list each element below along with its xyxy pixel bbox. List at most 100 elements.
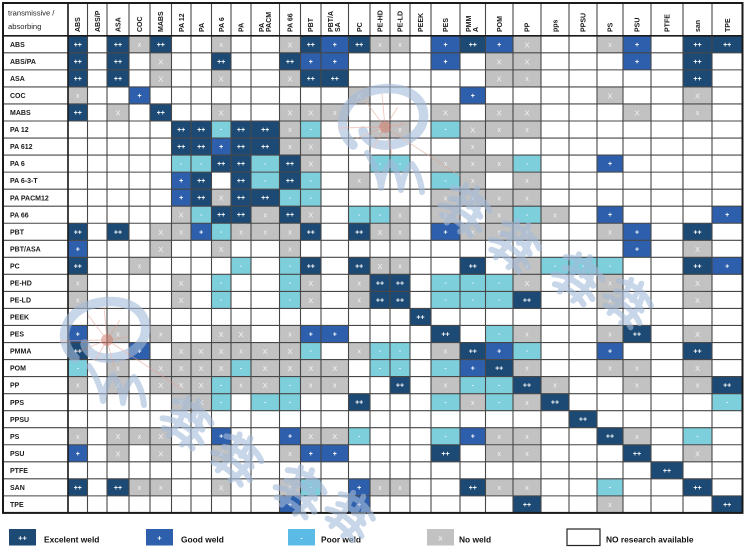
svg-text:X: X [377,228,382,237]
svg-text:-: - [609,485,612,492]
svg-text:X: X [308,143,313,152]
svg-text:-: - [526,212,529,219]
svg-text:PA 66: PA 66 [288,13,295,32]
svg-text:x: x [525,434,529,441]
svg-text:X: X [524,57,529,66]
svg-text:-: - [498,297,501,304]
svg-text:++: ++ [74,263,82,270]
svg-text:X: X [443,109,448,118]
svg-text:PA 6: PA 6 [219,17,226,32]
svg-text:x: x [608,332,612,339]
svg-text:+: + [309,451,313,458]
svg-text:++: ++ [237,144,245,151]
svg-text:x: x [288,332,292,339]
svg-text:-: - [220,280,223,287]
svg-text:A: A [473,27,480,32]
svg-text:X: X [287,347,292,356]
svg-text:-: - [379,365,382,372]
svg-text:X: X [199,347,204,356]
svg-text:pps: pps [553,19,560,32]
svg-text:+: + [635,59,639,66]
svg-text:+: + [333,42,337,49]
svg-text:x: x [398,212,402,219]
svg-text:-: - [399,365,402,372]
svg-text:PA 66: PA 66 [10,212,29,219]
svg-text:x: x [288,451,292,458]
svg-text:x: x [357,298,361,305]
svg-text:PPSU: PPSU [10,417,29,424]
svg-text:TPE: TPE [10,502,24,509]
svg-text:X: X [263,347,268,356]
svg-text:-: - [526,161,529,168]
svg-text:+: + [333,332,337,339]
svg-text:x: x [608,281,612,288]
svg-text:++: ++ [197,127,205,134]
svg-text:x: x [497,434,501,441]
svg-text:+: + [497,349,501,356]
svg-text:-: - [264,178,267,185]
svg-text:X: X [524,279,529,288]
svg-text:x: x [471,178,475,185]
svg-text:++: ++ [177,127,185,134]
svg-text:X: X [115,109,120,118]
svg-text:++: ++ [693,76,701,83]
svg-text:++: ++ [74,110,82,117]
svg-text:+: + [76,451,80,458]
svg-text:x: x [398,263,402,270]
svg-text:PTFE: PTFE [665,14,672,32]
svg-text:x: x [471,229,475,236]
svg-text:X: X [158,432,163,441]
svg-text:++: ++ [74,59,82,66]
svg-text:X: X [308,432,313,441]
svg-text:-: - [180,161,183,168]
svg-text:ASA: ASA [10,76,25,83]
svg-text:++: ++ [663,468,671,475]
svg-text:+: + [635,42,639,49]
svg-text:++: ++ [197,178,205,185]
svg-text:-: - [289,195,292,202]
svg-text:+: + [443,59,447,66]
svg-text:-: - [310,195,313,202]
svg-text:ASA: ASA [116,17,123,32]
svg-text:PES: PES [10,332,24,339]
svg-text:+: + [357,485,361,492]
svg-text:x: x [398,229,402,236]
svg-text:++: ++ [286,212,294,219]
svg-text:SA: SA [335,22,342,32]
svg-text:x: x [179,229,183,236]
svg-text:+: + [76,332,80,339]
svg-text:X: X [115,432,120,441]
svg-text:x: x [239,349,243,356]
svg-text:++: ++ [355,263,363,270]
svg-text:PBT/ASA: PBT/ASA [10,246,41,253]
svg-text:-: - [220,127,223,134]
svg-text:X: X [179,347,184,356]
svg-text:x: x [525,178,529,185]
svg-text:X: X [158,381,163,390]
svg-text:Excelent weld: Excelent weld [44,535,99,545]
svg-text:++: ++ [114,76,122,83]
svg-text:PPSU: PPSU [581,13,588,32]
svg-text:-: - [289,382,292,389]
svg-text:++: ++ [286,178,294,185]
svg-text:++: ++ [396,297,404,304]
svg-text:NO research available: NO research available [606,535,694,545]
svg-text:PEEK: PEEK [418,13,425,32]
svg-text:PS: PS [10,434,20,441]
svg-text:++: ++ [74,76,82,83]
svg-text:x: x [116,332,120,339]
svg-text:x: x [159,332,163,339]
svg-text:++: ++ [157,110,165,117]
svg-text:x: x [76,383,80,390]
svg-text:PC: PC [357,22,364,32]
svg-text:++: ++ [237,212,245,219]
svg-text:-: - [498,382,501,389]
svg-text:PE-HD: PE-HD [10,281,32,288]
svg-text:+: + [725,263,729,270]
svg-text:X: X [308,160,313,169]
svg-text:x: x [378,127,382,134]
svg-text:POM: POM [10,366,26,373]
svg-text:++: ++ [396,280,404,287]
svg-text:X: X [308,211,313,220]
svg-text:+: + [333,59,337,66]
